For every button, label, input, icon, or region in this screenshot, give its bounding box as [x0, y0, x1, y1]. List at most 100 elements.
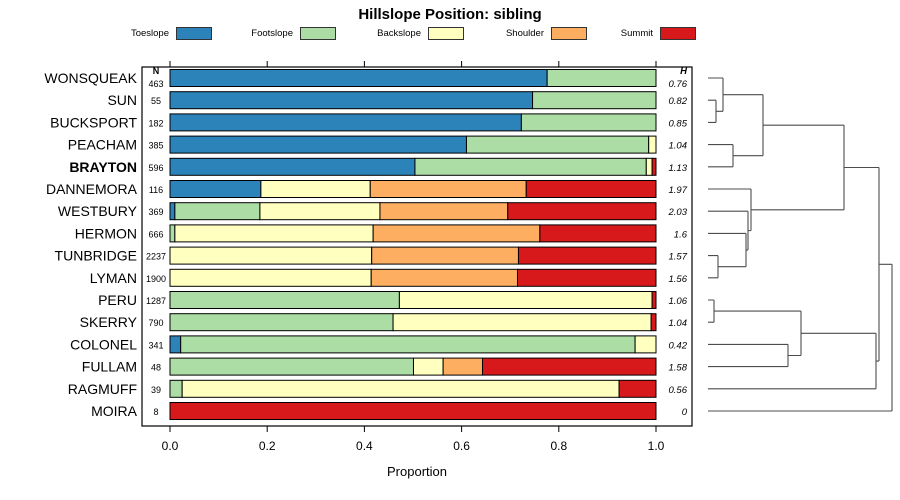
dendrogram-branch [751, 124, 845, 211]
bar-segment-toeslope [169, 335, 182, 354]
n-value: 8 [153, 407, 158, 417]
bar-segment-summit [481, 357, 657, 376]
bar-segment-shoulder [442, 357, 483, 376]
h-value: 1.56 [669, 274, 688, 285]
bar-segment-summit [651, 157, 657, 176]
legend-swatch-summit [660, 27, 696, 40]
legend-swatch-toeslope [176, 27, 212, 40]
h-value: 0.82 [669, 96, 688, 107]
h-value: 0.56 [669, 385, 688, 396]
axis-tick-label: 0.0 [162, 439, 179, 453]
bar-segment-footslope [180, 335, 636, 354]
bar-segment-summit [525, 180, 657, 198]
dendrogram-branch [844, 166, 880, 362]
dendrogram-branch [708, 332, 877, 390]
bar-segment-backslope [645, 157, 653, 176]
bar-segment-backslope [392, 313, 652, 332]
bar-segment-backslope [181, 379, 620, 398]
row-label: SUN [107, 92, 137, 108]
bar-segment-summit [516, 268, 657, 287]
n-value: 55 [151, 96, 161, 106]
h-value: 0.76 [669, 79, 688, 90]
axis-tick-label: 0.4 [356, 439, 373, 453]
legend-item-summit: Summit [530, 26, 696, 41]
dendrogram-branch [708, 232, 747, 268]
n-column-header: N [152, 66, 160, 76]
bar-segment-footslope [169, 291, 400, 309]
bar-segment-toeslope [169, 202, 176, 221]
legend-item-footslope: Footslope [170, 26, 336, 41]
bar-segment-footslope [169, 224, 176, 243]
row-label: RAGMUFF [68, 381, 137, 397]
bar-segment-summit [539, 224, 657, 243]
n-value: 666 [148, 229, 163, 239]
bar-segment-footslope [532, 91, 657, 110]
h-value: 1.58 [669, 363, 688, 374]
bar-segment-shoulder [379, 202, 509, 221]
bar-segment-summit [651, 291, 657, 309]
n-value: 39 [151, 385, 161, 395]
h-column-header: H [680, 66, 687, 77]
n-value: 385 [148, 141, 163, 151]
row-label: PERU [98, 292, 137, 308]
bar-segment-toeslope [169, 91, 534, 110]
n-value: 1287 [146, 296, 166, 306]
row-label: DANNEMORA [46, 181, 138, 197]
bar-segment-backslope [169, 268, 372, 287]
bar-segment-toeslope [169, 135, 467, 154]
bar-segment-shoulder [369, 180, 527, 198]
axis-tick-label: 1.0 [648, 439, 665, 453]
row-label: BUCKSPORT [50, 114, 137, 130]
bar-segment-backslope [259, 202, 381, 221]
row-label: HERMON [75, 225, 137, 241]
bar-segment-backslope [412, 357, 444, 376]
dendrogram-branch [708, 144, 734, 168]
legend-item-shoulder: Shoulder [421, 26, 587, 41]
n-value: 596 [148, 163, 163, 173]
n-value: 341 [148, 340, 163, 350]
legend-label: Footslope [251, 28, 293, 39]
bar-segment-shoulder [370, 268, 518, 287]
legend-label: Backslope [377, 28, 421, 39]
row-label: BRAYTON [69, 159, 137, 175]
h-value: 2.03 [668, 207, 688, 218]
axis-tick-label: 0.6 [453, 439, 470, 453]
row-label: COLONEL [70, 336, 137, 352]
h-value: 0 [682, 407, 688, 418]
dendrogram-branch [708, 299, 715, 323]
legend-label: Shoulder [505, 28, 544, 39]
row-label: SKERRY [80, 314, 138, 330]
legend-item-toeslope: Toeslope [46, 26, 212, 41]
h-value: 0.42 [669, 340, 688, 351]
bar-segment-footslope [169, 379, 183, 398]
bar-segment-shoulder [371, 246, 519, 265]
legend-swatch-shoulder [551, 27, 587, 40]
dendrogram-branch [708, 188, 752, 232]
row-label: WONSQUEAK [44, 70, 137, 86]
row-label: TUNBRIDGE [55, 248, 137, 264]
legend-swatch-backslope [428, 27, 464, 40]
n-value: 182 [148, 118, 163, 128]
bar-segment-backslope [398, 291, 653, 309]
bar-segment-backslope [648, 135, 657, 154]
n-value: 2237 [146, 252, 166, 262]
bar-segment-toeslope [169, 113, 522, 132]
x-axis-title: Proportion [387, 464, 447, 479]
bar-segment-footslope [546, 69, 657, 87]
bar-segment-backslope [174, 224, 374, 243]
bar-segment-footslope [414, 157, 647, 176]
legend-label: Summit [620, 28, 653, 39]
row-label: FULLAM [82, 359, 137, 375]
n-value: 790 [148, 318, 163, 328]
bar-segment-footslope [169, 313, 394, 332]
dendrogram-branch [708, 99, 717, 123]
bar-segment-backslope [169, 246, 373, 265]
h-value: 1.13 [669, 163, 688, 174]
bar-segment-summit [650, 313, 657, 332]
dendrogram-branch [723, 94, 764, 157]
bar-segment-footslope [465, 135, 650, 154]
n-value: 48 [151, 363, 161, 373]
dendrogram-branch [708, 210, 749, 251]
bar-segment-summit [618, 379, 657, 398]
